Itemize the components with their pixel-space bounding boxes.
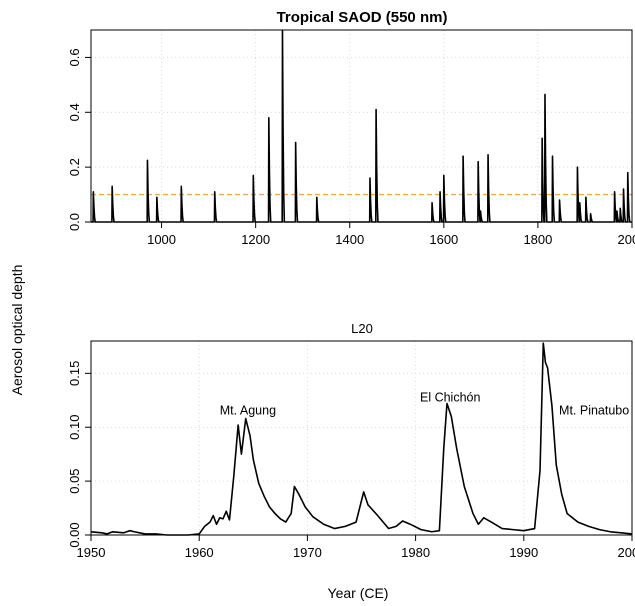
x-tick-label: 1600 bbox=[429, 232, 458, 247]
x-tick-label: 1950 bbox=[77, 545, 106, 560]
x-tick-label: 1000 bbox=[147, 232, 176, 247]
x-tick-label: 1990 bbox=[509, 545, 538, 560]
annotation-label: Mt. Agung bbox=[220, 403, 276, 417]
series-line bbox=[90, 342, 633, 536]
y-tick-label: 0.4 bbox=[67, 103, 82, 121]
chart-title: Tropical SAOD (550 nm) bbox=[277, 9, 448, 26]
y-tick-label: 0.15 bbox=[67, 361, 82, 386]
y-tick-label: 0.00 bbox=[67, 522, 82, 547]
annotation-label: Mt. Pinatubo bbox=[559, 403, 629, 417]
x-tick-label: 1800 bbox=[523, 232, 552, 247]
panel-l20: L20 1950 1960 1970 1980 1990 2000 0.00 0.05 0.1… bbox=[67, 321, 635, 560]
x-tick-label: 2000 bbox=[618, 232, 635, 247]
chart-subtitle: L20 bbox=[351, 321, 373, 336]
x-tick-label: 1400 bbox=[335, 232, 364, 247]
x-axis: 1950 1960 1970 1980 1990 2000 bbox=[77, 535, 635, 560]
x-tick-label: 2000 bbox=[618, 545, 635, 560]
annotations: Mt. Agung El Chichón Mt. Pinatubo bbox=[220, 390, 630, 417]
y-axis: 0.00 0.05 0.10 0.15 bbox=[67, 361, 91, 548]
x-tick-label: 1200 bbox=[241, 232, 270, 247]
y-tick-label: 0.10 bbox=[67, 415, 82, 440]
plot-frame bbox=[90, 340, 633, 536]
grid bbox=[91, 30, 633, 223]
x-tick-label: 1970 bbox=[293, 545, 322, 560]
y-axis: 0.0 0.2 0.4 0.6 bbox=[67, 48, 91, 231]
y-tick-label: 0.2 bbox=[67, 158, 82, 176]
x-axis-title: Year (CE) bbox=[328, 585, 389, 601]
x-tick-label: 1960 bbox=[185, 545, 214, 560]
panel-tropical-saod: Tropical SAOD (550 nm) 1000 1200 1400 1600 1… bbox=[67, 9, 635, 247]
series-line bbox=[91, 29, 632, 223]
y-axis-title: Aerosol optical depth bbox=[9, 265, 25, 396]
y-tick-label: 0.0 bbox=[67, 213, 82, 231]
annotation-label: El Chichón bbox=[420, 390, 480, 404]
plot-frame bbox=[90, 29, 633, 223]
y-tick-label: 0.6 bbox=[67, 48, 82, 66]
x-tick-label: 1980 bbox=[401, 545, 430, 560]
grid bbox=[90, 341, 633, 536]
y-tick-label: 0.05 bbox=[67, 468, 82, 493]
x-axis: 1000 1200 1400 1600 1800 2000 bbox=[147, 222, 635, 247]
